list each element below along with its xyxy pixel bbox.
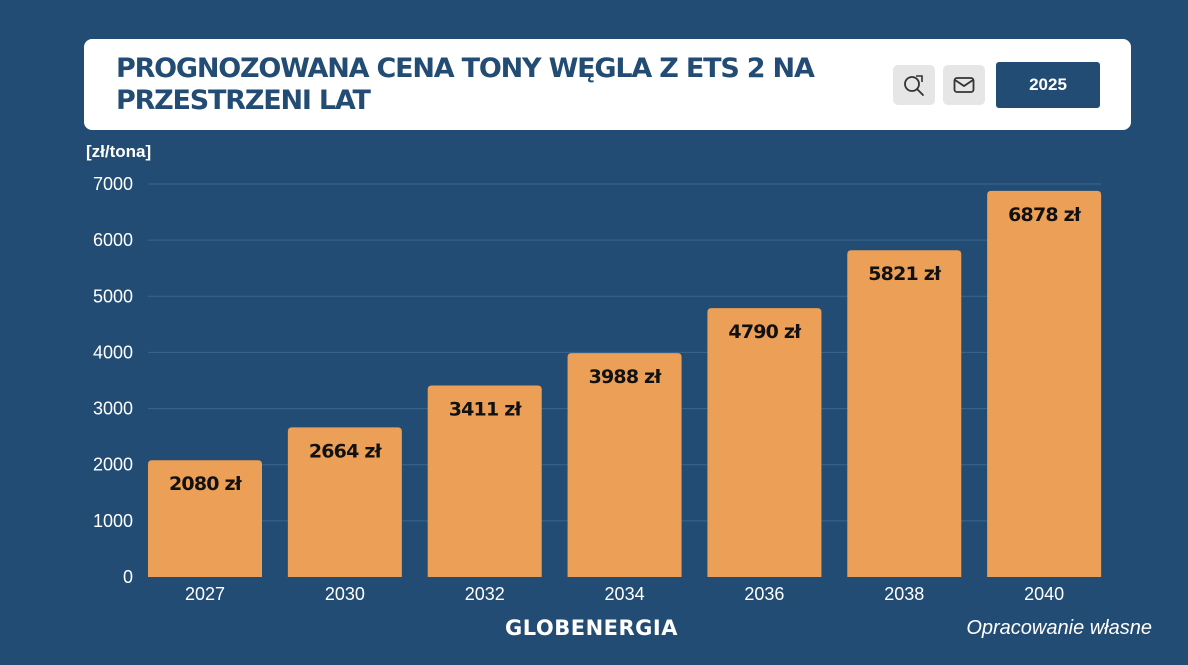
- bar-value-label: 2664 zł: [309, 440, 383, 462]
- bar-value-label: 3411 zł: [449, 398, 523, 420]
- bar: [847, 250, 962, 577]
- y-axis-unit-label: [zł/tona]: [86, 142, 152, 161]
- y-tick-label: 6000: [93, 230, 133, 250]
- bar-value-label: 6878 zł: [1008, 204, 1082, 226]
- source-note: Opracowanie własne: [966, 617, 1152, 639]
- x-tick-label: 2027: [185, 584, 225, 604]
- bar-value-label: 2080 zł: [169, 473, 243, 495]
- y-tick-label: 5000: [93, 286, 133, 306]
- header-card: PROGNOZOWANA CENA TONY WĘGLA Z ETS 2 NA …: [84, 39, 1131, 130]
- y-tick-label: 2000: [93, 455, 133, 475]
- chart-title: PROGNOZOWANA CENA TONY WĘGLA Z ETS 2 NA …: [116, 53, 815, 116]
- brand-logo: GLOBENERGIA: [505, 616, 678, 640]
- x-tick-label: 2040: [1024, 584, 1064, 604]
- y-tick-label: 3000: [93, 399, 133, 419]
- x-tick-label: 2034: [605, 584, 645, 604]
- y-tick-label: 7000: [93, 174, 133, 194]
- x-tick-label: 2036: [744, 584, 784, 604]
- bar-value-label: 3988 zł: [589, 366, 663, 388]
- y-tick-label: 1000: [93, 511, 133, 531]
- mail-button[interactable]: [943, 65, 985, 105]
- y-tick-label: 4000: [93, 342, 133, 362]
- year-button[interactable]: 2025: [996, 62, 1100, 108]
- x-tick-label: 2032: [465, 584, 505, 604]
- bar-value-label: 4790 zł: [728, 321, 802, 343]
- bar: [987, 190, 1102, 577]
- bar: [567, 353, 682, 577]
- zoom-button[interactable]: [893, 65, 935, 105]
- bar: [707, 308, 822, 577]
- bar: [287, 427, 402, 577]
- x-tick-label: 2038: [884, 584, 924, 604]
- zoom-icon: [904, 75, 924, 96]
- mail-icon: [953, 77, 975, 93]
- bar: [427, 385, 542, 577]
- x-tick-label: 2030: [325, 584, 365, 604]
- bar-value-label: 5821 zł: [868, 263, 942, 285]
- bar: [148, 460, 262, 577]
- y-tick-label: 0: [123, 567, 133, 587]
